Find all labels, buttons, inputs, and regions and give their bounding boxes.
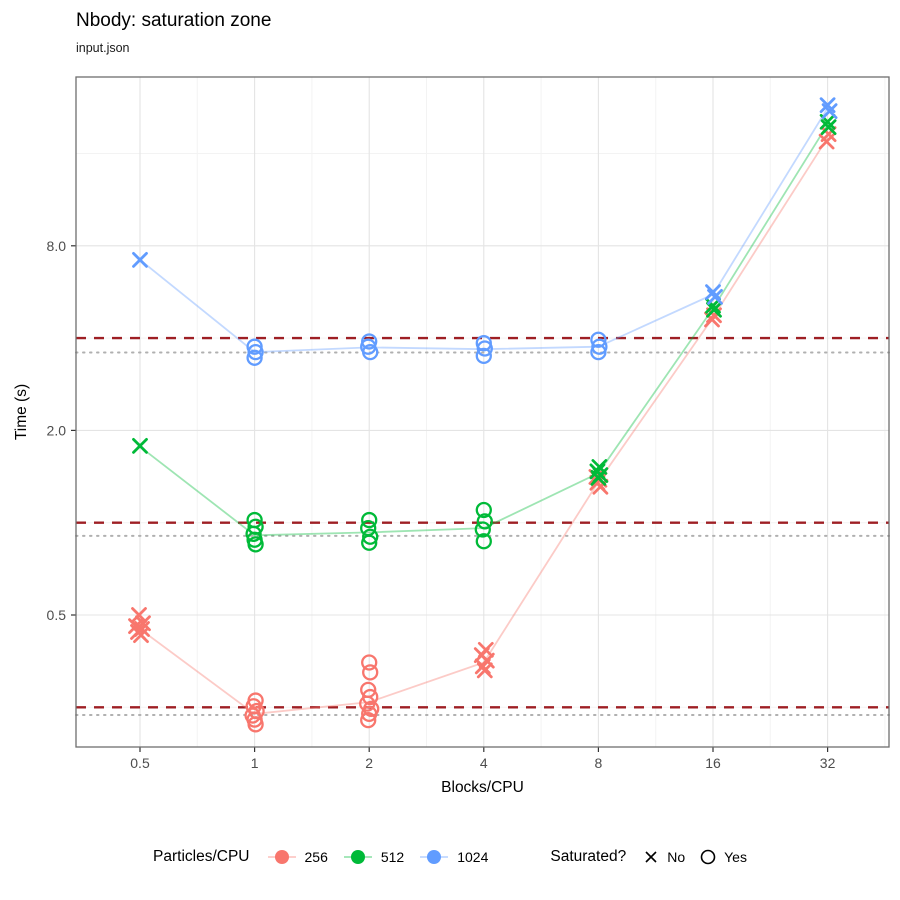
data-point-circle bbox=[247, 716, 264, 733]
data-point-circle bbox=[362, 343, 379, 361]
data-point-circle bbox=[475, 533, 492, 550]
legend-item-no: No bbox=[642, 848, 685, 866]
legend-label-512: 512 bbox=[380, 849, 405, 865]
x-tick-label: 4 bbox=[480, 755, 488, 771]
x-tick-label: 2 bbox=[365, 755, 373, 771]
data-point-x bbox=[590, 469, 607, 486]
data-point-circle bbox=[245, 525, 262, 542]
data-point-circle bbox=[476, 340, 493, 357]
plot-panel bbox=[76, 77, 889, 747]
y-axis-title: Time (s) bbox=[13, 383, 30, 441]
panel-border bbox=[75, 76, 890, 748]
data-point-circle bbox=[362, 664, 379, 681]
data-point-x bbox=[133, 627, 149, 643]
legend-label-256: 256 bbox=[304, 849, 328, 865]
data-point-circle bbox=[247, 536, 264, 553]
data-point-circle bbox=[476, 513, 493, 530]
data-point-x bbox=[706, 301, 722, 318]
legend-label-1024: 1024 bbox=[457, 849, 489, 865]
x-tick-label: 8 bbox=[595, 755, 603, 771]
data-point-circle bbox=[361, 654, 378, 671]
legend-label-no: No bbox=[667, 849, 686, 865]
x-axis-title: Blocks/CPU bbox=[441, 779, 524, 796]
data-point-x bbox=[132, 251, 148, 268]
chart-title: Nbody: saturation zone bbox=[76, 10, 272, 31]
data-point-circle bbox=[362, 528, 379, 545]
data-point-x bbox=[476, 662, 493, 679]
data-point-circle bbox=[246, 349, 263, 366]
data-point-circle bbox=[360, 712, 377, 729]
legend-item-yes: Yes bbox=[699, 848, 747, 866]
legend-saturated-title: Saturated? bbox=[550, 848, 627, 865]
data-point-circle bbox=[475, 347, 492, 365]
legend-dot-icon bbox=[420, 850, 449, 864]
legend-item-512: 512 bbox=[342, 848, 404, 866]
y-tick-label: 0.5 bbox=[47, 607, 67, 623]
data-point-x bbox=[132, 438, 148, 454]
data-point-circle bbox=[247, 343, 264, 361]
data-point-x bbox=[821, 103, 838, 119]
data-point-x bbox=[818, 133, 835, 150]
legend: Particles/CPU 256 512 1024 Saturated? bbox=[0, 838, 900, 876]
legend-item-1024: 1024 bbox=[418, 848, 488, 866]
y-tick-label: 2.0 bbox=[47, 422, 67, 438]
x-tick-label: 16 bbox=[705, 755, 721, 771]
circle-marker-icon bbox=[700, 849, 716, 865]
legend-item-256: 256 bbox=[266, 848, 328, 866]
data-point-circle bbox=[361, 705, 378, 723]
x-tick-label: 1 bbox=[251, 755, 259, 771]
data-point-circle bbox=[590, 343, 607, 361]
data-point-circle bbox=[475, 501, 492, 519]
chart-canvas: 0.5 1 2 4 8 16 32 0.5 2.0 8.0 bbox=[47, 76, 890, 771]
chart-subtitle: input.json bbox=[76, 41, 130, 55]
data-point-circle bbox=[474, 521, 491, 538]
data-point-circle bbox=[361, 534, 378, 551]
x-marker-icon bbox=[645, 851, 657, 863]
legend-label-yes: Yes bbox=[724, 849, 747, 865]
legend-dot-icon bbox=[267, 850, 296, 864]
x-tick-label: 0.5 bbox=[130, 755, 150, 771]
data-point-circle bbox=[361, 511, 378, 529]
y-tick-label: 8.0 bbox=[47, 238, 67, 254]
data-point-circle bbox=[590, 331, 607, 348]
legend-particles-title: Particles/CPU bbox=[153, 848, 250, 865]
legend-dot-icon bbox=[343, 850, 372, 864]
data-point-x bbox=[820, 119, 837, 136]
data-point-x bbox=[707, 289, 723, 305]
x-tick-label: 32 bbox=[820, 755, 836, 771]
